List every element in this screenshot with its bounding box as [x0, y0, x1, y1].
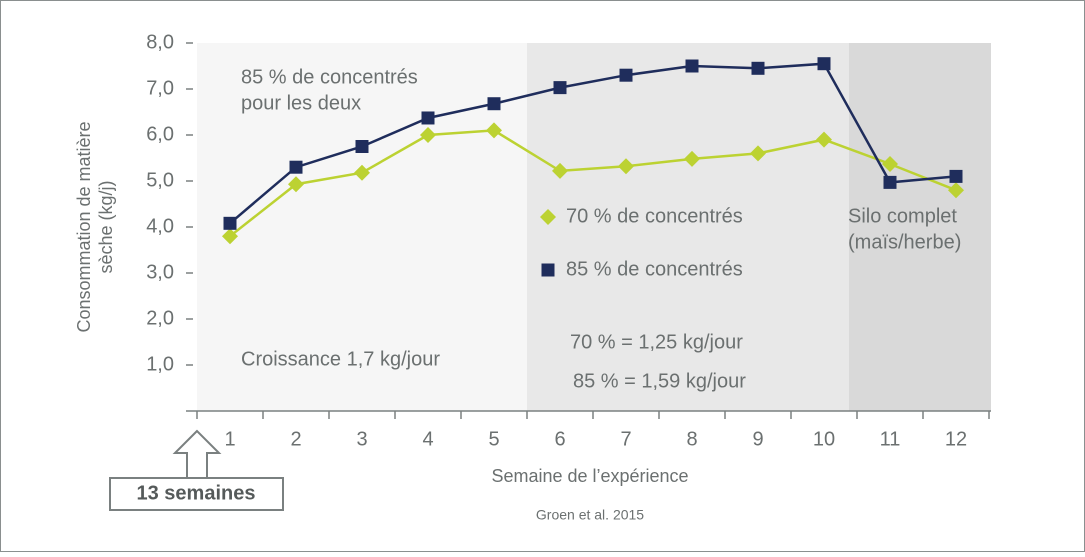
annotation: 85 % = 1,59 kg/jour [573, 370, 746, 392]
marker [684, 150, 700, 167]
marker [421, 111, 435, 125]
marker [619, 68, 633, 82]
y-tick-label: 4,0 [146, 215, 174, 237]
y-tick-label: 8,0 [146, 31, 174, 53]
series-line [229, 62, 957, 225]
annotation: Croissance 1,7 kg/jour [241, 348, 440, 370]
y-tick-label: 3,0 [146, 261, 174, 283]
phase-2-bg [527, 43, 849, 411]
x-tick-label: 9 [752, 428, 763, 450]
marker [883, 175, 897, 189]
marker [948, 182, 964, 199]
x-tick-label: 3 [356, 428, 367, 450]
marker [355, 140, 369, 153]
marker [223, 216, 237, 230]
x-tick-label: 4 [422, 428, 433, 450]
x-tick-label: 8 [686, 428, 697, 450]
y-tick-label: 7,0 [146, 77, 174, 99]
y-tick-label: 1,0 [146, 353, 174, 375]
marker [486, 122, 502, 139]
x-tick-label: 5 [488, 428, 499, 450]
x-tick-label: 7 [620, 428, 631, 450]
y-axis-title: Consommation de matière sèche (kg/j) [74, 121, 116, 332]
x-tick-label: 1 [224, 428, 235, 450]
legend-marker [540, 209, 556, 225]
marker [553, 81, 567, 95]
x-tick-label: 11 [880, 428, 901, 450]
marker [817, 57, 831, 71]
source: Groen et al. 2015 [536, 507, 644, 523]
annotation: 85 % de concentrés [241, 66, 418, 88]
marker [222, 228, 238, 245]
y-axis-title-line: sèche (kg/j) [96, 180, 116, 273]
marker [618, 158, 634, 175]
marker [750, 145, 766, 162]
y-tick-label: 6,0 [146, 123, 174, 145]
annotation: Silo complet [848, 205, 957, 227]
legend-label: 85 % de concentrés [566, 258, 743, 280]
marker [289, 160, 303, 174]
marker [354, 164, 370, 181]
phase-1-bg [197, 43, 527, 411]
phase-3-bg [849, 43, 991, 411]
legend-label: 70 % de concentrés [566, 205, 743, 227]
annotation: 70 % = 1,25 kg/jour [570, 331, 743, 353]
series-line [229, 129, 957, 238]
x-axis-title: Semaine de l’expérience [491, 466, 688, 486]
x-tick-label: 6 [554, 428, 565, 450]
marker [949, 169, 963, 183]
marker [420, 127, 436, 143]
y-tick-label: 5,0 [146, 169, 174, 191]
callout-box [109, 477, 284, 511]
x-tick-label: 10 [813, 428, 835, 450]
annotation: pour les deux [241, 92, 361, 114]
x-tick-label: 12 [945, 428, 967, 450]
marker [816, 131, 832, 148]
callout: 13 semaines [137, 482, 256, 504]
y-tick-label: 2,0 [146, 307, 174, 329]
x-tick-label: 2 [290, 428, 301, 450]
marker [552, 162, 568, 179]
marker [685, 59, 699, 73]
marker [751, 61, 765, 75]
marker [487, 97, 501, 111]
marker [882, 155, 898, 172]
marker [288, 176, 304, 193]
y-axis-title-line: Consommation de matière [74, 121, 94, 332]
annotation: (maïs/herbe) [848, 231, 961, 253]
legend-marker [541, 263, 555, 277]
